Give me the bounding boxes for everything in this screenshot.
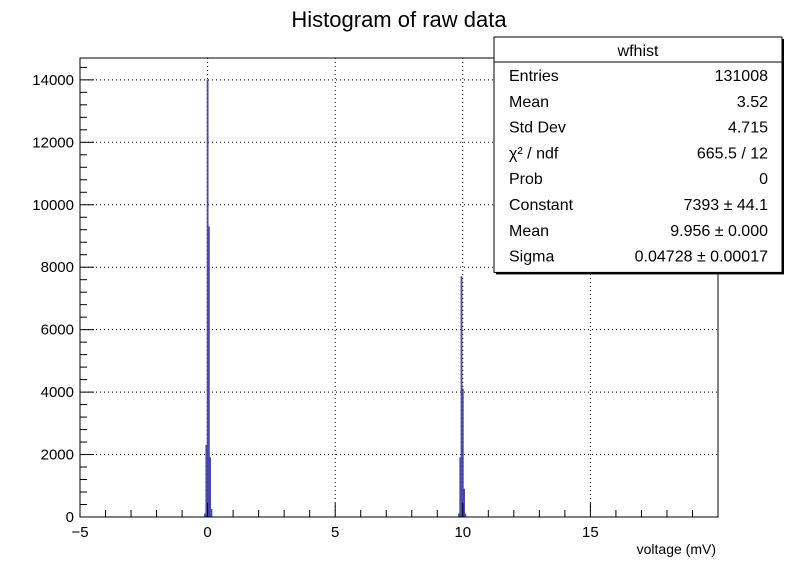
stats-row-label: Prob <box>509 171 543 188</box>
chart-title: Histogram of raw data <box>291 7 507 32</box>
y-tick-label: 12000 <box>32 134 74 151</box>
stats-row-label: Entries <box>509 68 559 85</box>
histogram-bar <box>210 508 213 518</box>
y-tick-label: 2000 <box>41 447 74 464</box>
y-tick-label: 10000 <box>32 197 74 214</box>
x-tick-label: 15 <box>582 524 599 541</box>
stats-row-value: 3.52 <box>737 94 768 111</box>
y-tick-label: 8000 <box>41 259 74 276</box>
stats-row-label: Mean <box>509 223 549 240</box>
y-tick-label: 0 <box>66 509 74 526</box>
x-tick-label: 10 <box>454 524 471 541</box>
stats-row-value: 665.5 / 12 <box>697 145 768 162</box>
x-tick-label: 5 <box>331 524 339 541</box>
stats-row-value: 7393 ± 44.1 <box>684 197 769 214</box>
stats-row-label: Constant <box>509 197 574 214</box>
y-tick-label: 14000 <box>32 72 74 89</box>
y-axis-ticks: 0 2000 4000 6000 8000 10000 12000 14000 <box>32 66 94 526</box>
stats-row-value: 0.04728 ± 0.00017 <box>635 249 768 266</box>
x-tick-label: −5 <box>71 524 88 541</box>
stats-row-value: 131008 <box>715 68 768 85</box>
stats-box: wfhist Entries 131008 Mean 3.52 Std Dev 4.715 χ… <box>493 36 784 275</box>
x-axis-ticks: −5 0 5 10 15 <box>71 503 719 541</box>
y-tick-label: 6000 <box>41 322 74 339</box>
histogram-bar <box>463 488 465 518</box>
y-tick-label: 4000 <box>41 384 74 401</box>
stats-row-label: Mean <box>509 94 549 111</box>
stats-row-label: Sigma <box>509 249 554 266</box>
stats-row-label: Std Dev <box>509 120 566 137</box>
plot-frame <box>79 57 719 518</box>
stats-box-frame <box>493 36 783 273</box>
histogram-bar <box>209 457 212 518</box>
stats-row-value: 4.715 <box>728 120 768 137</box>
stats-box-title: wfhist <box>617 43 659 60</box>
stats-row-value: 0 <box>759 171 768 188</box>
x-axis-title: voltage (mV) <box>637 541 716 557</box>
stats-row-value: 9.956 ± 0.000 <box>670 223 768 240</box>
histogram-bars <box>204 79 467 518</box>
x-tick-label: 0 <box>203 524 211 541</box>
stats-row-label: χ² / ndf <box>509 145 559 162</box>
